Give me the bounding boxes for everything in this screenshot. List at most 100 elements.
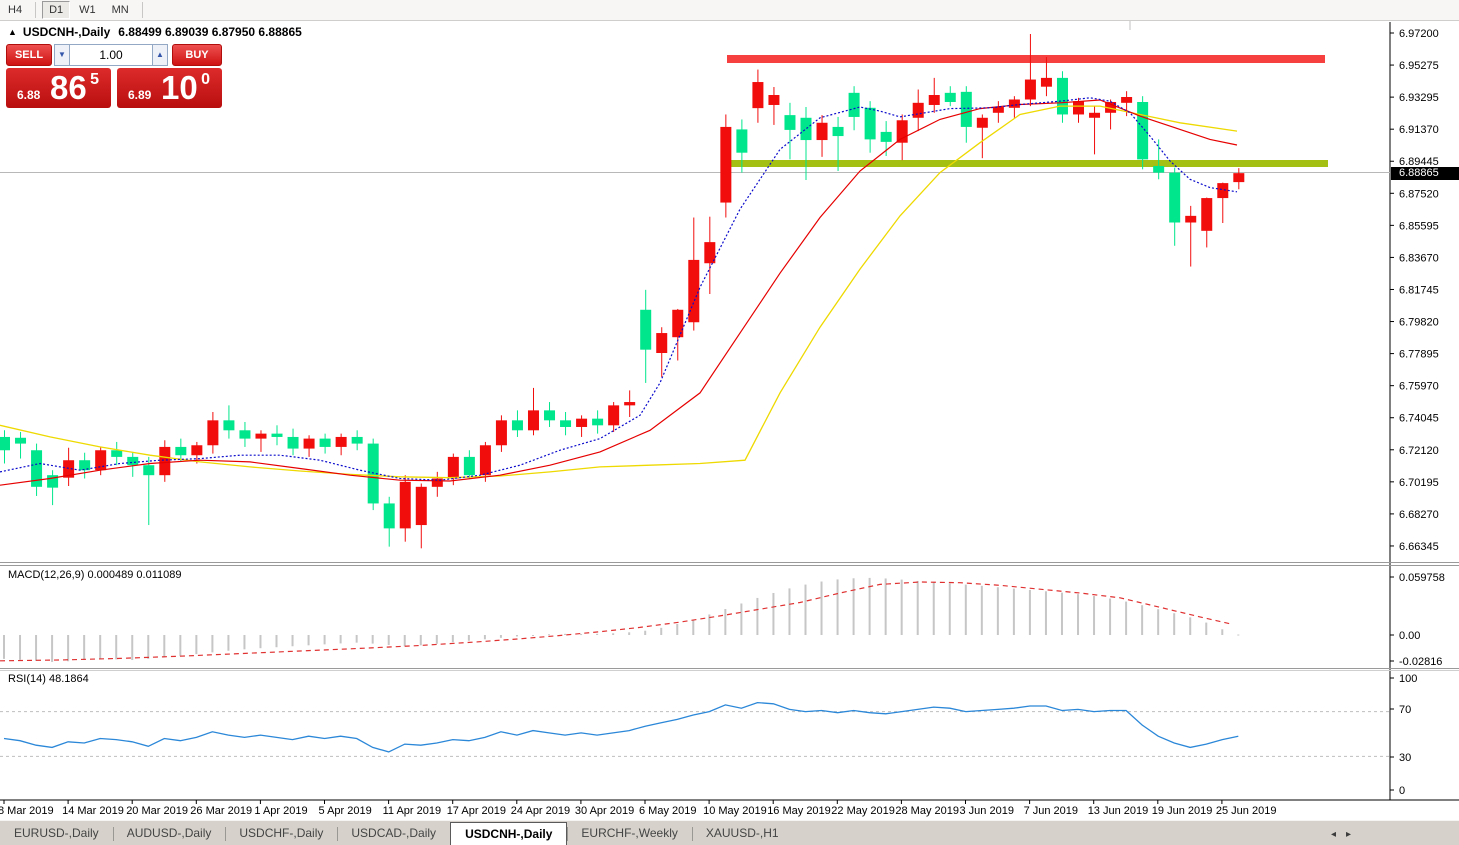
macd-histogram-bar: [307, 635, 310, 646]
buy-button[interactable]: BUY: [172, 44, 222, 66]
price-axis-label: 6.66345: [1399, 541, 1439, 553]
macd-histogram-bar: [1125, 601, 1128, 635]
candle-body: [511, 420, 523, 431]
candle-body: [319, 438, 331, 447]
candle-body: [175, 446, 187, 456]
macd-histogram-bar: [323, 635, 326, 645]
buy-price-box[interactable]: 6.89 10 0: [117, 68, 222, 108]
toolbar-separator: [141, 2, 143, 18]
time-axis-label: 16 May 2019: [767, 805, 831, 817]
candle-body: [207, 420, 219, 446]
time-axis-label: 5 Apr 2019: [319, 805, 372, 817]
support-band[interactable]: [722, 160, 1328, 167]
candle-body: [544, 410, 556, 421]
buy-price-sup: 0: [201, 71, 210, 88]
one-click-trade-panel: SELL ▼ ▲ BUY 6.88 86 5 6.89 10 0: [6, 44, 222, 108]
candle-body: [31, 450, 43, 487]
macd-histogram-bar: [804, 584, 807, 635]
time-axis-label: 6 May 2019: [639, 805, 696, 817]
macd-histogram-bar: [1173, 613, 1176, 635]
price-axis-label: 6.75970: [1399, 381, 1439, 393]
panel-separator-macd[interactable]: [0, 565, 1459, 566]
panel-separator-macd[interactable]: [0, 562, 1459, 563]
price-scale-drag-area[interactable]: [1390, 22, 1459, 800]
macd-histogram-bar: [403, 635, 406, 647]
candle-body: [928, 95, 940, 105]
macd-histogram-bar: [836, 579, 839, 635]
tab-eurchf-weekly[interactable]: EURCHF-,Weekly: [567, 823, 691, 845]
sell-price-box[interactable]: 6.88 86 5: [6, 68, 111, 108]
symbol-name: USDCNH-,Daily: [22, 25, 111, 39]
macd-histogram-bar: [291, 635, 294, 647]
macd-histogram-bar: [756, 597, 759, 635]
candle-body: [287, 436, 299, 449]
volume-input[interactable]: [70, 44, 152, 66]
candle-body: [1024, 79, 1036, 100]
tab-usdcad-daily[interactable]: USDCAD-,Daily: [337, 823, 450, 845]
macd-histogram-bar: [1060, 592, 1063, 635]
candle-body: [752, 82, 764, 109]
timeframe-h4-button[interactable]: H4: [1, 1, 29, 19]
macd-histogram-bar: [467, 635, 470, 641]
timeframe-d1-button[interactable]: D1: [42, 1, 71, 19]
price-axis-label: 6.68270: [1399, 509, 1439, 521]
rsi-axis-label: 0: [1399, 785, 1405, 797]
rsi-indicator-label: RSI(14) 48.1864: [8, 673, 89, 685]
tab-usdchf-daily[interactable]: USDCHF-,Daily: [225, 823, 337, 845]
macd-histogram-bar: [51, 635, 54, 662]
tab-eurusd-daily[interactable]: EURUSD-,Daily: [14, 826, 99, 840]
price-axis-label: 6.89445: [1399, 156, 1439, 168]
candle-body: [768, 95, 780, 105]
macd-histogram-bar: [868, 577, 871, 635]
candle-body: [255, 433, 267, 439]
candle-body: [592, 418, 604, 426]
candle-body: [1153, 165, 1165, 173]
price-axis-label: 6.70195: [1399, 477, 1439, 489]
candle-body: [736, 129, 748, 153]
timeframe-mn-button[interactable]: MN: [105, 1, 136, 19]
candle-body: [992, 106, 1004, 113]
candle-body: [47, 475, 59, 488]
macd-histogram-bar: [531, 635, 534, 636]
candle-body: [463, 456, 475, 476]
timeframe-w1-button[interactable]: W1: [72, 1, 103, 19]
macd-histogram-bar: [980, 585, 983, 635]
macd-histogram-bar: [852, 578, 855, 635]
volume-increase-icon[interactable]: ▲: [152, 44, 168, 66]
candle-body: [351, 436, 363, 444]
macd-histogram-bar: [1141, 605, 1144, 635]
macd-histogram-bar: [371, 635, 374, 644]
macd-histogram-bar: [996, 587, 999, 635]
candle-body: [672, 309, 684, 338]
macd-histogram-bar: [3, 635, 5, 659]
tab-usdcnh-daily[interactable]: USDCNH-,Daily: [450, 822, 568, 845]
candle-body: [624, 402, 636, 406]
candle-body: [880, 131, 892, 142]
tab-xauusd-h1[interactable]: XAUUSD-,H1: [691, 823, 793, 845]
tab-scroll-right-icon[interactable]: ▸: [1345, 829, 1351, 840]
rsi-axis-label: 100: [1399, 673, 1417, 685]
volume-decrease-icon[interactable]: ▼: [54, 44, 70, 66]
macd-histogram-bar: [1237, 634, 1240, 636]
macd-histogram-bar: [676, 624, 679, 635]
tab-audusd-daily[interactable]: AUDUSD-,Daily: [112, 823, 226, 845]
ma-mid-red-line: [0, 99, 1238, 486]
time-axis-label: 30 Apr 2019: [575, 805, 634, 817]
resistance-band[interactable]: [727, 55, 1325, 63]
macd-histogram-bar: [1012, 588, 1015, 635]
candle-body: [1137, 101, 1149, 160]
candle-body: [527, 410, 539, 431]
candle-body: [912, 102, 924, 118]
sell-button[interactable]: SELL: [6, 44, 52, 66]
time-scale-drag-area[interactable]: [0, 800, 1390, 818]
candle-body: [143, 465, 155, 476]
candle-body: [79, 460, 91, 471]
panel-separator-rsi[interactable]: [0, 668, 1459, 669]
macd-histogram-bar: [67, 635, 70, 662]
tab-scroll-left-icon[interactable]: ◂: [1330, 829, 1336, 840]
time-axis-label: 28 May 2019: [895, 805, 959, 817]
collapse-panel-icon[interactable]: ▲: [8, 27, 17, 37]
timeframe-toolbar: H4 D1 W1 MN: [0, 0, 1459, 21]
